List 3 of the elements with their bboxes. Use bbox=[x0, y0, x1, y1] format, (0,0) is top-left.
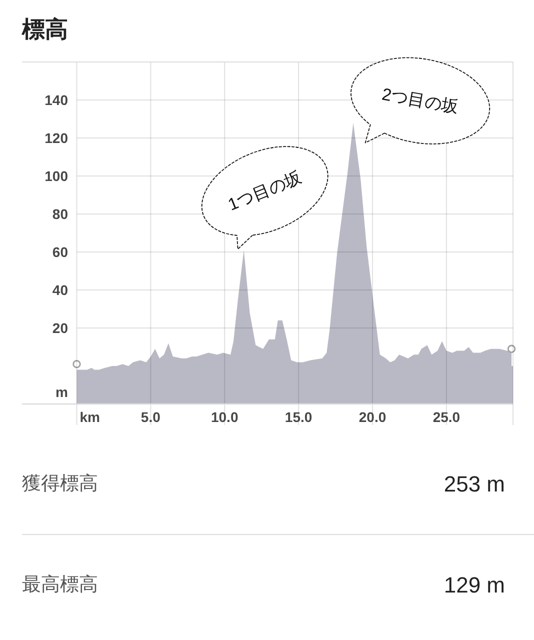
annotation: 2つ目の坂 bbox=[380, 84, 460, 117]
annotation: 1つ目の坂 bbox=[225, 168, 304, 214]
title: 標高 bbox=[22, 16, 68, 42]
